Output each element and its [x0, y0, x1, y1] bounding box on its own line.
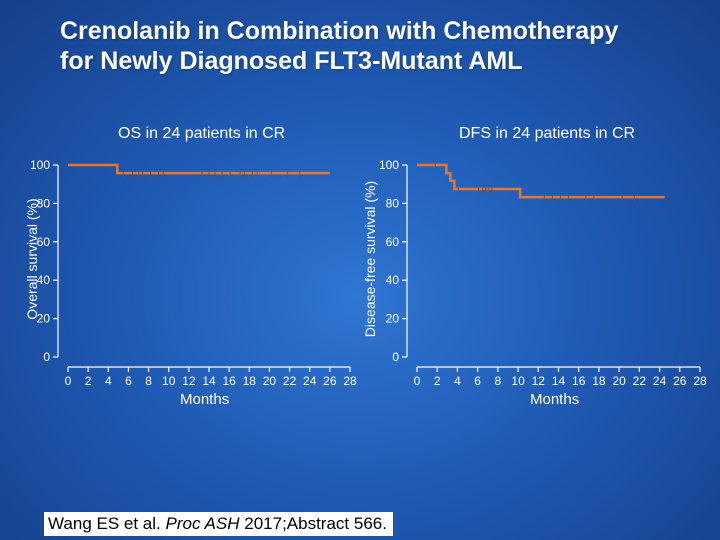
os-x-tick-label: 24: [303, 374, 317, 388]
os-x-axis-label: Months: [180, 391, 230, 408]
os-survival-curve: [68, 163, 330, 175]
dfs-x-tick-label: 8: [495, 374, 502, 388]
os-chart-title: OS in 24 patients in CR: [118, 125, 286, 142]
os-x-tick-label: 28: [343, 374, 357, 388]
dfs-x-tick-label: 24: [653, 374, 667, 388]
dfs-x-tick-label: 20: [612, 374, 626, 388]
os-y-tick-label: 80: [37, 196, 51, 210]
os-x-tick-label: 18: [243, 374, 257, 388]
os-y-tick-label: 60: [37, 235, 51, 249]
dfs-x-tick-label: 0: [414, 374, 421, 388]
os-x-tick-label: 12: [182, 374, 196, 388]
dfs-x-tick-label: 4: [454, 374, 461, 388]
os-x-tick-label: 8: [145, 374, 152, 388]
os-y-tick-label: 100: [30, 158, 50, 172]
dfs-chart-title: DFS in 24 patients in CR: [459, 125, 636, 142]
os-x-tick-label: 0: [65, 374, 72, 388]
dfs-x-tick-label: 14: [552, 374, 566, 388]
dfs-y-tick-label: 100: [379, 158, 399, 172]
dfs-x-tick-label: 22: [633, 374, 647, 388]
citation: Wang ES et al. Proc ASH 2017;Abstract 56…: [44, 512, 393, 536]
os-x-tick-label: 14: [202, 374, 216, 388]
dfs-survival-curve: [417, 163, 665, 199]
os-x-tick-label: 22: [283, 374, 297, 388]
dfs-y-tick-label: 80: [386, 196, 400, 210]
os-x-tick-label: 6: [125, 374, 132, 388]
citation-details: 2017;Abstract 566.: [244, 514, 387, 533]
dfs-y-tick-label: 0: [392, 350, 399, 364]
dfs-x-tick-label: 12: [532, 374, 546, 388]
os-y-tick-label: 40: [37, 273, 51, 287]
citation-authors: Wang ES et al.: [48, 514, 161, 533]
slide-title: Crenolanib in Combination with Chemother…: [60, 16, 700, 76]
os-x-tick-label: 2: [85, 374, 92, 388]
dfs-x-tick-label: 26: [673, 374, 687, 388]
dfs-x-tick-label: 16: [572, 374, 586, 388]
os-x-tick-label: 10: [162, 374, 176, 388]
os-x-tick-label: 20: [263, 374, 277, 388]
os-y-tick-label: 0: [43, 350, 50, 364]
citation-journal: Proc ASH: [165, 514, 240, 533]
slide-title-line1: Crenolanib in Combination with Chemother…: [60, 17, 619, 45]
dfs-y-tick-label: 40: [386, 273, 400, 287]
os-x-tick-label: 16: [222, 374, 236, 388]
dfs-x-tick-label: 2: [434, 374, 441, 388]
dfs-x-tick-label: 6: [474, 374, 481, 388]
slide-title-line2: for Newly Diagnosed FLT3-Mutant AML: [60, 47, 523, 75]
dfs-y-tick-label: 60: [386, 235, 400, 249]
os-y-tick-label: 20: [37, 312, 51, 326]
dfs-x-tick-label: 18: [592, 374, 606, 388]
dfs-y-tick-label: 20: [386, 312, 400, 326]
dfs-x-tick-label: 28: [693, 374, 707, 388]
dfs-x-axis-label: Months: [530, 391, 580, 408]
os-x-tick-label: 26: [323, 374, 337, 388]
dfs-x-tick-label: 10: [511, 374, 525, 388]
os-x-tick-label: 4: [105, 374, 112, 388]
